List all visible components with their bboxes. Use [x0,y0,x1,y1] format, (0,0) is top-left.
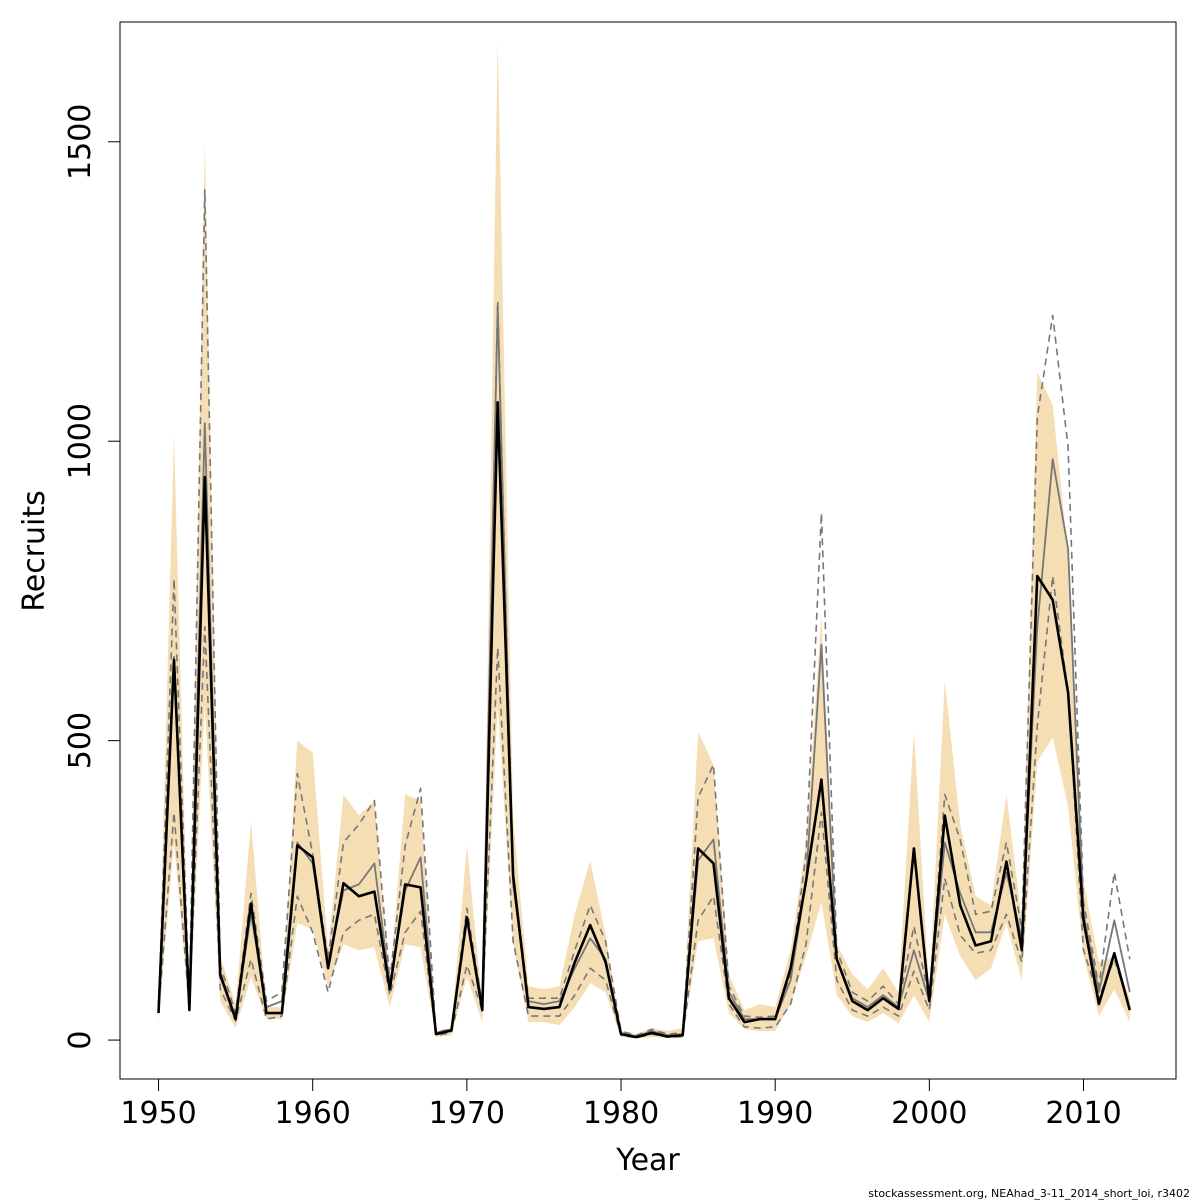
x-tick-label: 1980 [583,1096,659,1131]
x-tick-label: 1990 [737,1096,813,1131]
y-tick-label: 1000 [63,403,98,479]
y-tick-label: 0 [63,1031,98,1050]
y-tick-label: 500 [63,712,98,769]
x-tick-label: 1960 [275,1096,351,1131]
x-tick-label: 1950 [120,1096,196,1131]
estimate-line [157,400,1132,1039]
plot-layer [157,40,1132,1039]
x-tick-label: 2010 [1045,1096,1121,1131]
credit-text: stockassessment.org, NEAhad_3-11_2014_sh… [868,1187,1190,1200]
x-tick-label: 2000 [891,1096,967,1131]
x-axis-label: Year [615,1143,680,1178]
y-axis: 0 500 1000 1500 [63,104,121,1050]
x-tick-label: 1970 [429,1096,505,1131]
y-tick-label: 1500 [63,104,98,180]
x-axis: 1950 1960 1970 1980 1990 2000 2010 [120,1078,1122,1131]
y-axis-label: Recruits [17,490,52,612]
